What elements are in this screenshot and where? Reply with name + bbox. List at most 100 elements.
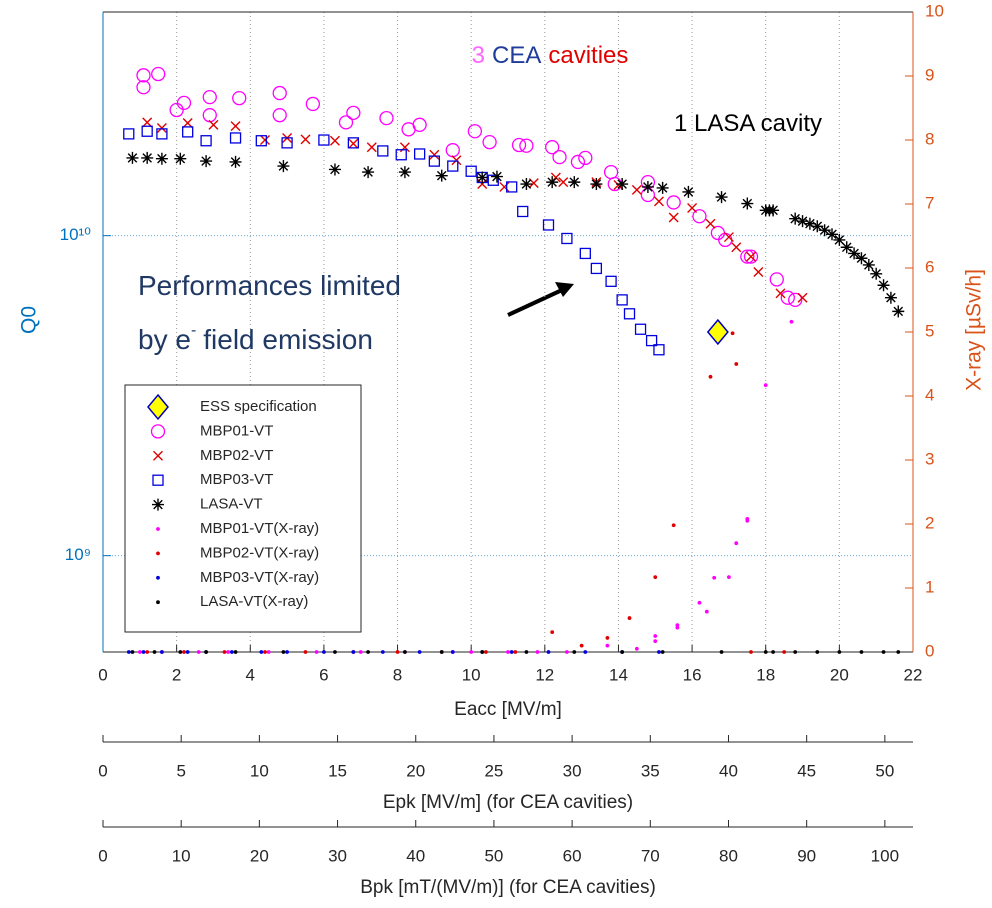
x-tick-label: 0 <box>98 665 107 684</box>
asterisk-marker <box>641 180 654 193</box>
asterisk-marker <box>767 204 780 217</box>
dot-marker <box>263 650 267 654</box>
asterisk-marker <box>568 176 581 189</box>
dot-marker <box>634 646 639 651</box>
dot-marker <box>156 527 160 531</box>
asterisk-marker <box>398 166 411 179</box>
dot-marker <box>506 650 510 654</box>
extra-x-tick-label: 35 <box>641 761 660 780</box>
circle-marker <box>136 80 151 95</box>
dot-marker <box>671 523 676 528</box>
x-marker <box>705 218 716 229</box>
dot-marker <box>314 650 319 654</box>
square-marker <box>229 132 242 144</box>
square-marker <box>447 160 459 172</box>
dot-marker <box>535 650 540 654</box>
dot-marker <box>152 650 157 654</box>
dot-marker <box>572 650 577 654</box>
x-marker <box>558 177 569 188</box>
dot-marker <box>627 616 632 620</box>
x-marker <box>208 119 219 130</box>
annotation-arrow <box>507 288 563 317</box>
square-marker <box>395 149 407 161</box>
dot-marker <box>403 650 407 654</box>
asterisk-marker <box>818 224 831 237</box>
dot-marker <box>160 650 164 654</box>
dot-marker <box>358 650 363 654</box>
square-marker <box>182 126 194 138</box>
x-tick-label: 2 <box>172 665 181 684</box>
dot-marker <box>480 650 485 654</box>
x-marker <box>348 138 359 149</box>
circle-marker <box>150 424 166 439</box>
extra-x-tick-label: 30 <box>563 761 582 780</box>
annotation-part: cavities <box>548 42 628 69</box>
x-marker <box>300 134 311 145</box>
dot-marker <box>469 650 474 654</box>
dot-marker <box>605 643 610 648</box>
dot-marker <box>130 650 135 654</box>
dot-marker <box>156 575 160 580</box>
square-marker <box>465 165 477 177</box>
dot-marker <box>226 650 231 654</box>
circle-marker <box>519 138 534 153</box>
extra-x-tick-label: 20 <box>406 761 425 780</box>
circle-marker <box>743 249 759 264</box>
dot-marker <box>233 650 238 654</box>
y2-axis-label: X-ray [µSv/h] <box>963 269 986 391</box>
dot-marker <box>896 650 901 654</box>
dot-marker <box>708 374 713 379</box>
asterisk-marker <box>546 176 559 189</box>
legend-box <box>124 384 362 633</box>
dot-marker <box>727 575 731 580</box>
y2-tick-label: 5 <box>925 321 934 340</box>
asterisk-marker <box>520 178 533 191</box>
legend-label: ESS specification <box>200 398 317 415</box>
circle-marker <box>338 115 354 130</box>
asterisk-marker <box>870 267 883 280</box>
dot-marker <box>881 650 886 654</box>
x-axis-label: Eacc [MV/m] <box>454 699 562 720</box>
annotation: 3 CEA cavities <box>472 42 629 69</box>
y2-tick-label: 9 <box>925 65 934 84</box>
asterisk-marker <box>229 155 242 168</box>
square-marker <box>590 262 603 275</box>
circle-marker <box>272 85 287 101</box>
dot-marker <box>126 650 131 654</box>
x-marker <box>182 117 193 128</box>
square-marker <box>141 125 153 137</box>
x-marker <box>746 251 756 262</box>
dot-marker <box>653 639 658 644</box>
circle-marker <box>578 150 593 166</box>
y-tick-label: 10¹⁰ <box>60 225 92 244</box>
asterisk-marker <box>362 166 375 179</box>
square-marker <box>561 232 573 245</box>
extra-x-tick-label: 40 <box>406 846 425 865</box>
y2-tick-label: 8 <box>925 129 934 148</box>
y2-tick-label: 4 <box>925 385 934 404</box>
x-tick-label: 6 <box>319 665 328 684</box>
dot-marker <box>697 600 702 605</box>
legend-label: MBP01-VT(X-ray) <box>200 520 319 537</box>
asterisk-marker <box>152 498 164 511</box>
dot-marker <box>579 643 584 648</box>
asterisk-marker <box>877 279 890 292</box>
square-marker <box>123 128 135 140</box>
dot-marker <box>141 650 146 654</box>
circle-marker <box>379 110 394 126</box>
dot-marker <box>815 650 820 654</box>
y-tick-label: 10⁹ <box>65 545 91 564</box>
annotation: by e-field emission <box>138 322 373 355</box>
dot-marker <box>182 650 186 654</box>
circle-marker <box>412 117 427 132</box>
square-marker <box>428 155 441 167</box>
extra-x-axis-label: Epk [MV/m] (for CEA cavities) <box>383 792 633 813</box>
dot-marker <box>196 650 201 654</box>
legend-label: MBP03-VT(X-ray) <box>200 569 319 586</box>
dot-marker <box>137 650 142 654</box>
circle-marker <box>552 149 567 165</box>
x-tick-label: 14 <box>609 665 628 684</box>
x-marker <box>153 450 163 461</box>
dot-marker <box>789 319 794 324</box>
